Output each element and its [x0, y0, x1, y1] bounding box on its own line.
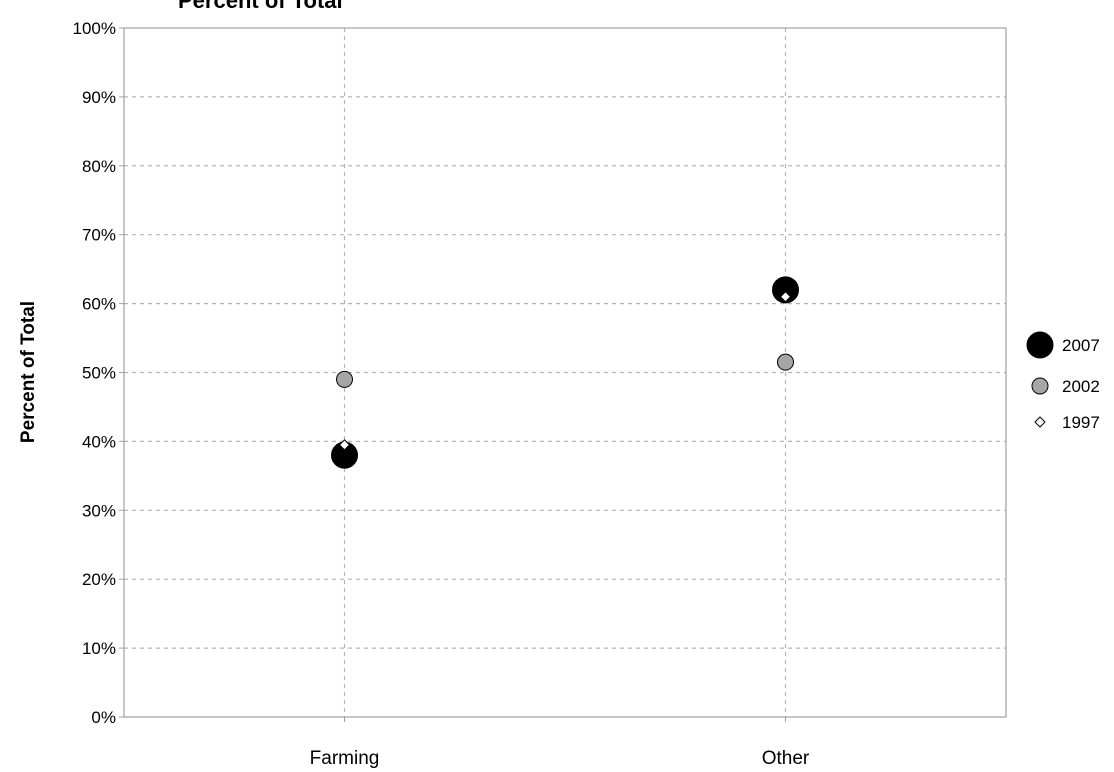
- y-tick-label-50: 50%: [82, 364, 116, 383]
- y-tick-label-20: 20%: [82, 570, 116, 589]
- legend-label-2002: 2002: [1062, 377, 1100, 396]
- legend-label-2007: 2007: [1062, 336, 1100, 355]
- y-tick-label-60: 60%: [82, 295, 116, 314]
- x-tick-label-1: Other: [762, 748, 810, 769]
- y-tick-label-10: 10%: [82, 639, 116, 658]
- point-2007-other: [772, 276, 799, 304]
- legend: 2007 2002 1997: [1026, 331, 1100, 432]
- y-tick-label-40: 40%: [82, 432, 116, 451]
- y-tick-label-80: 80%: [82, 157, 116, 176]
- legend-marker-1997: [1034, 416, 1046, 428]
- point-1997-farming: [338, 439, 351, 451]
- legend-marker-2002: [1031, 377, 1049, 395]
- y-tick-label-100: 100%: [73, 19, 116, 38]
- chart-title: Percent of Total: [178, 0, 343, 13]
- y-tick-label-0: 0%: [91, 708, 116, 727]
- legend-marker-2007: [1026, 331, 1054, 359]
- point-2002-farming: [336, 370, 353, 388]
- plot-area-border: [123, 27, 1007, 718]
- point-2002-other: [777, 353, 794, 371]
- y-tick-label-30: 30%: [82, 501, 116, 520]
- legend-label-1997: 1997: [1062, 413, 1100, 432]
- y-axis-ticks: 0% 10% 20% 30% 40% 50% 60% 70% 80% 90% 100%: [73, 19, 116, 727]
- y-tick-label-90: 90%: [82, 88, 116, 107]
- x-tick-label-0: Farming: [310, 748, 380, 769]
- data-points: [331, 276, 799, 469]
- y-axis-label: Percent of Total: [18, 301, 39, 443]
- point-1997-other: [779, 291, 792, 303]
- x-axis-ticks: Farming Other: [310, 748, 810, 769]
- y-tick-label-70: 70%: [82, 226, 116, 245]
